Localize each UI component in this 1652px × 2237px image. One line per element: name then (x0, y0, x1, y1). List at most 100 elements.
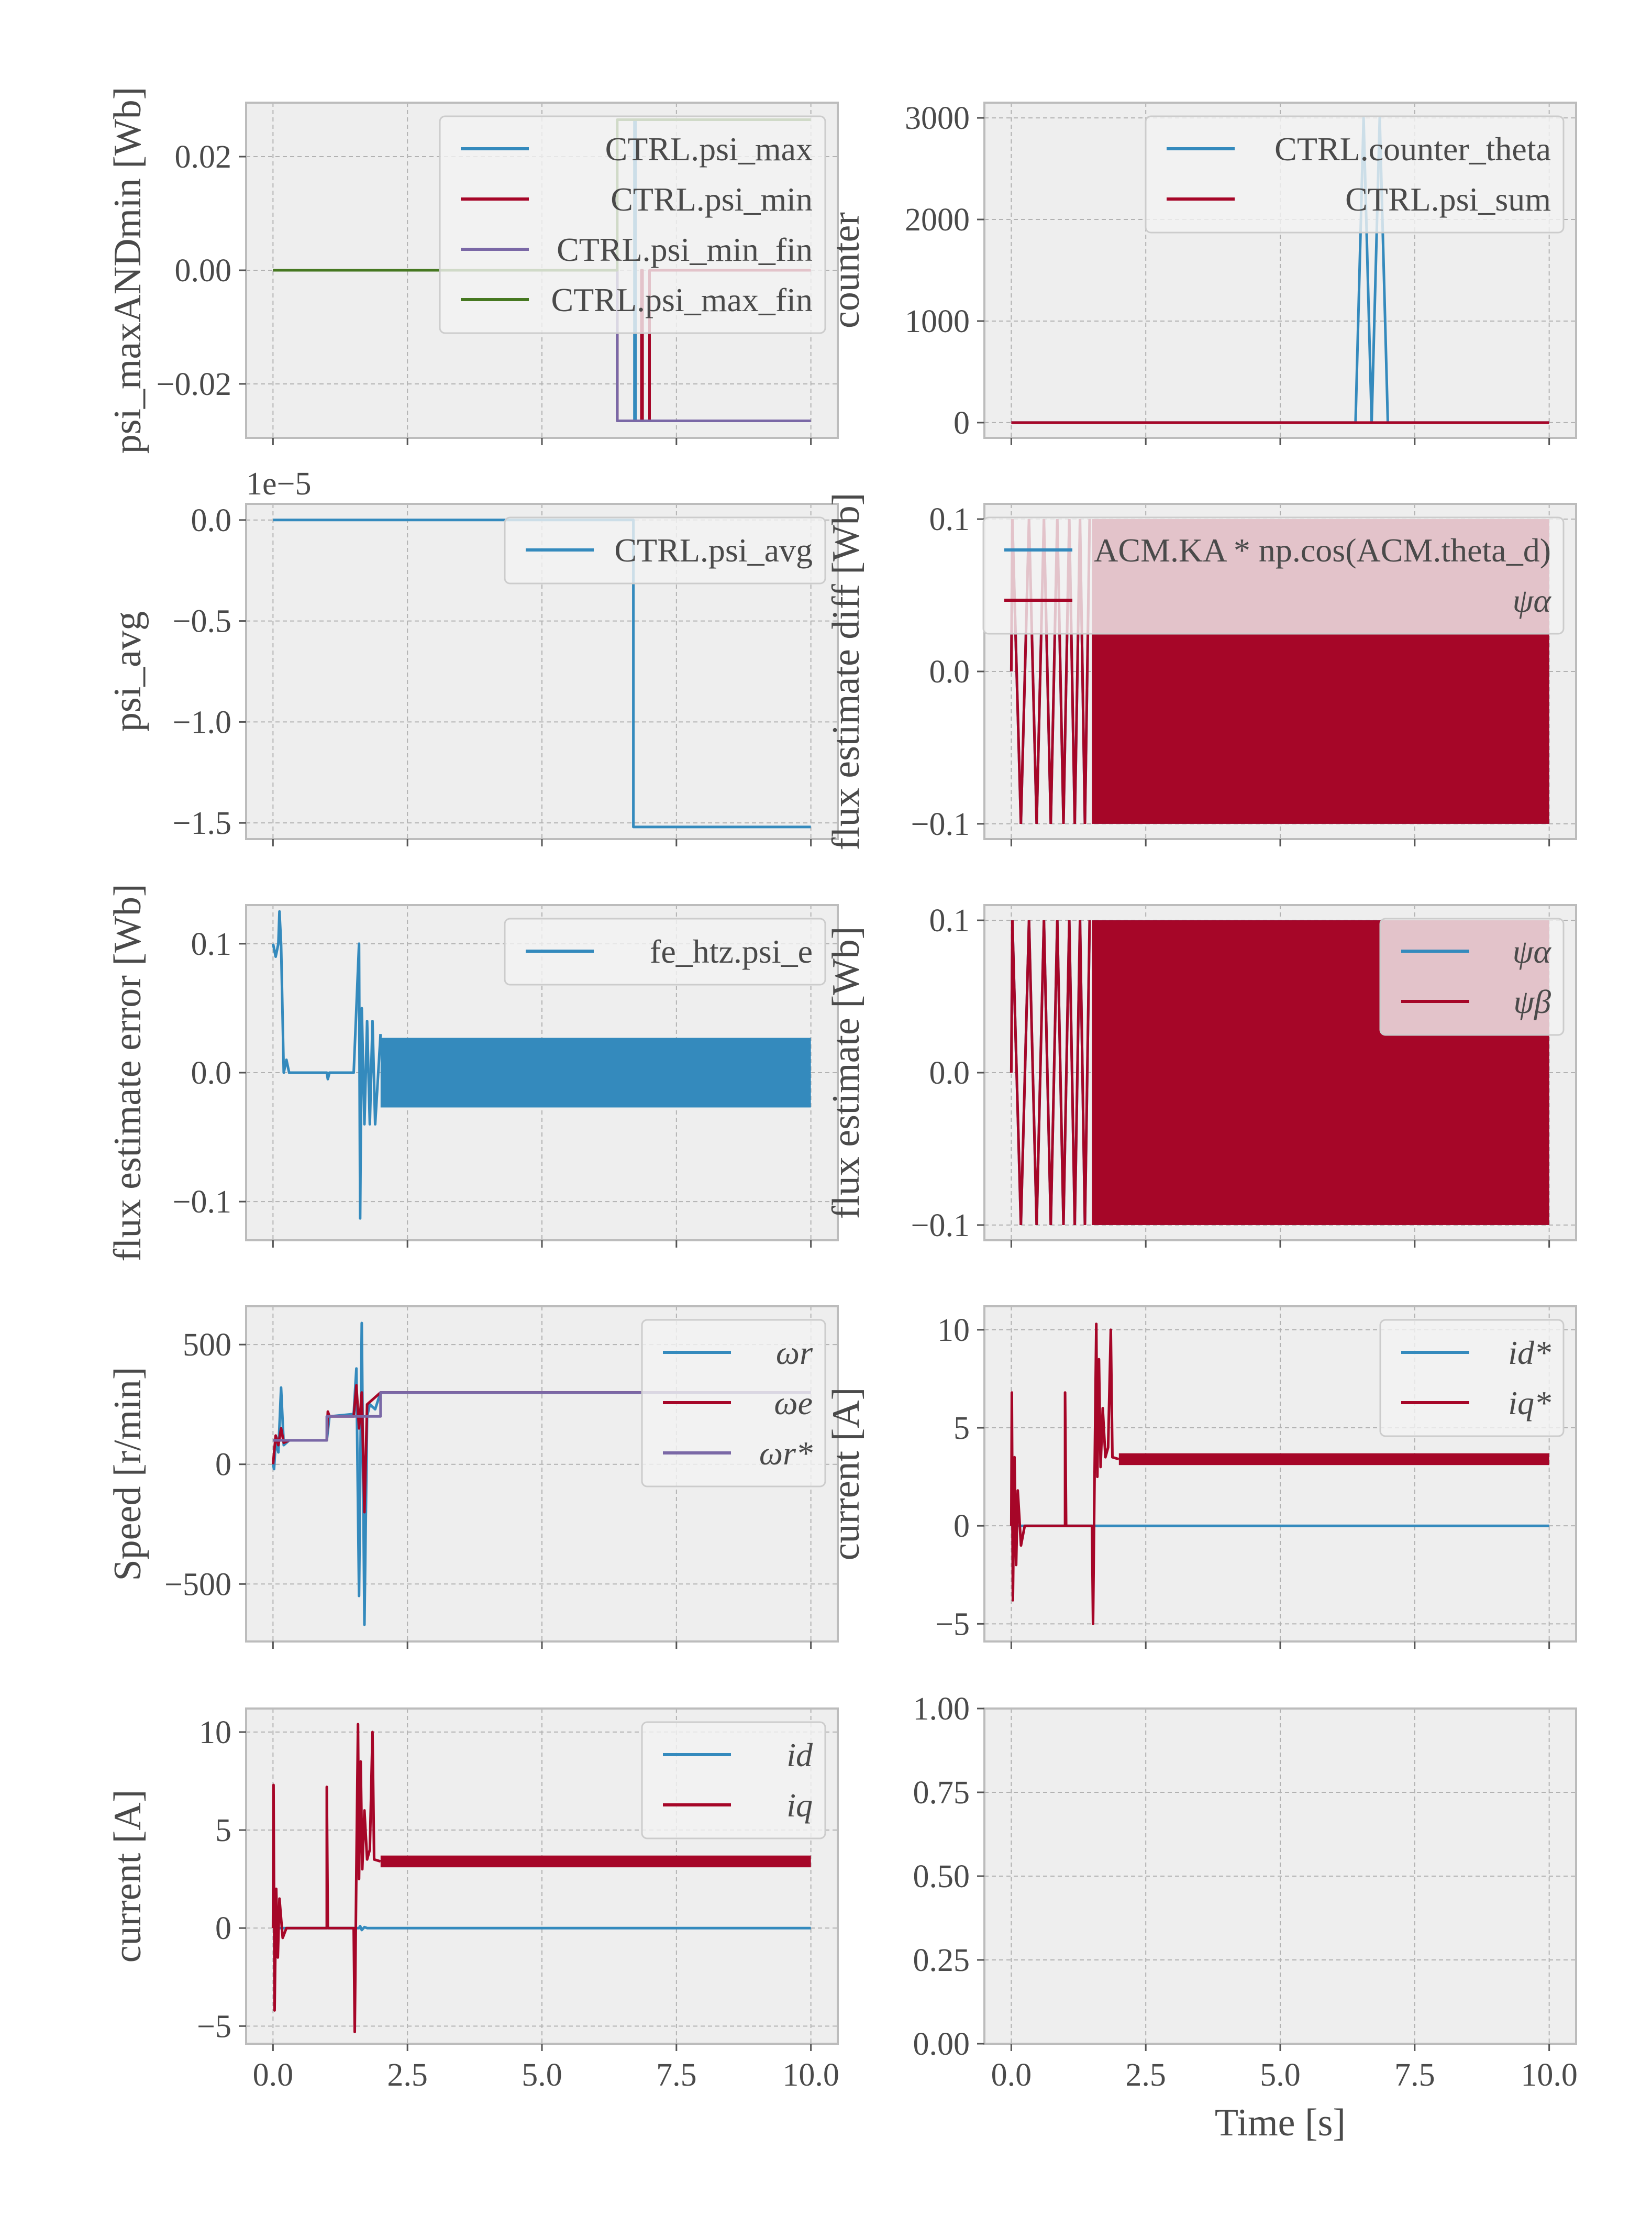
legend-label: CTRL.psi_max (605, 130, 813, 168)
y-tick-label: −500 (164, 1567, 231, 1602)
x-tick-label: 0.0 (991, 2057, 1032, 2093)
series-line (271, 1723, 381, 2033)
x-tick-label: 7.5 (1394, 2057, 1435, 2093)
legend-label: CTRL.counter_theta (1274, 130, 1551, 168)
panel-flux-diff: −0.1 0.0 0.1 flux estimate diff [Wb] ACM.KA … (825, 493, 1577, 851)
y-tick-label: −1.5 (173, 806, 231, 841)
plot-content (271, 1723, 811, 2033)
series-line (1010, 920, 1091, 1225)
legend-label: fe_htz.psi_e (650, 933, 813, 970)
y-axis-label: current [A] (106, 1790, 149, 1963)
y-tick-label: −0.1 (173, 1184, 231, 1220)
series-band (380, 1855, 811, 1868)
plot-content (1011, 116, 1549, 424)
y-axis-label: flux estimate error [Wb] (106, 884, 149, 1261)
panel-psi-maxmin: −0.02 0.00 0.02 psi_maxANDmin [Wb] CTRL.psi_… (106, 87, 839, 454)
x-tick-label: 10.0 (782, 2057, 839, 2093)
legend-label: ωr* (759, 1435, 813, 1472)
y-tick-label: −5 (197, 2009, 231, 2044)
y-tick-label: 0.0 (191, 503, 232, 538)
y-axis-label: counter (825, 212, 868, 328)
y-axis-label: current [A] (825, 1387, 868, 1561)
y-tick-label: 0.00 (175, 253, 232, 289)
legend-box (439, 115, 826, 334)
series-iq (271, 1723, 811, 2033)
panel-current-ref: −5 0 5 10 current [A] id* iq* (825, 1305, 1577, 1649)
series-iq* (1010, 1323, 1549, 1625)
legend: CTRL.psi_avg (504, 516, 826, 585)
legend-box (982, 516, 1565, 635)
legend-box (1145, 115, 1565, 234)
x-tick-label: 2.5 (1125, 2057, 1166, 2093)
y-tick-label: 10 (199, 1715, 231, 1750)
legend-box (504, 516, 826, 585)
y-tick-label: 3000 (905, 101, 970, 136)
panel-empty: 0.0 2.5 5.0 7.5 10.0 0.00 0.25 0.50 0.75 1.00 Time… (913, 1691, 1578, 2144)
x-axis-label: Time [s] (1215, 2101, 1346, 2144)
panel-speed: −500 0 500 Speed [r/min] ωr ωe ωr* (106, 1305, 839, 1649)
y-axis-label: Speed [r/min] (106, 1367, 149, 1581)
offset-label: 1e−5 (246, 466, 311, 502)
legend-label: ωr (776, 1334, 813, 1371)
legend-label: CTRL.psi_avg (614, 532, 813, 569)
panel-flux-ab: −0.1 0.0 0.1 flux estimate [Wb] ψα ψβ (825, 903, 1577, 1248)
y-tick-label: 0.1 (191, 927, 232, 962)
plot-content (271, 1321, 811, 1626)
series-line (1010, 1323, 1119, 1625)
series-line (273, 1924, 811, 1932)
x-tick-label: 2.5 (387, 2057, 428, 2093)
legend: ωr ωe ωr* (641, 1319, 826, 1487)
y-tick-label: 0.1 (929, 502, 970, 537)
legend-label: CTRL.psi_min (611, 181, 813, 218)
y-tick-label: 0.0 (191, 1055, 232, 1091)
x-tick-label: 10.0 (1521, 2057, 1578, 2093)
legend-box (504, 918, 826, 986)
legend-label: iq* (1508, 1384, 1551, 1421)
legend-box (1379, 1319, 1565, 1437)
y-tick-label: 0 (215, 1447, 231, 1483)
plot-content (1010, 1323, 1549, 1625)
legend: id iq (641, 1721, 826, 1839)
y-tick-label: −0.5 (173, 604, 231, 640)
y-axis-label: flux estimate [Wb] (825, 927, 868, 1219)
y-tick-label: −1.0 (173, 704, 231, 740)
legend-label: id (786, 1736, 813, 1773)
y-tick-label: −0.1 (911, 1208, 970, 1243)
y-tick-label: 0 (953, 405, 970, 441)
y-tick-label: 5 (215, 1813, 231, 1848)
legend-label: ωe (774, 1384, 813, 1421)
legend-label: CTRL.psi_sum (1345, 181, 1551, 218)
y-tick-label: 2000 (905, 202, 970, 238)
legend-label: ψα (1513, 933, 1552, 970)
series-line (273, 519, 811, 829)
legend-label: iq (786, 1787, 813, 1824)
y-tick-label: 10 (937, 1313, 970, 1348)
legend-box (641, 1319, 826, 1487)
y-axis-label: psi_avg (106, 611, 149, 732)
y-tick-label: 1000 (905, 304, 970, 339)
plot-content (273, 519, 811, 829)
legend-box (1379, 918, 1565, 1036)
series-line (273, 1391, 811, 1442)
y-tick-label: 0.00 (913, 2026, 970, 2062)
y-axis-label: flux estimate diff [Wb] (825, 493, 868, 851)
y-tick-label: 0.50 (913, 1859, 970, 1894)
x-tick-label: 7.5 (656, 2057, 697, 2093)
legend: CTRL.counter_theta CTRL.psi_sum (1145, 115, 1565, 234)
legend-label: ACM.KA * np.cos(ACM.theta_d) (1094, 532, 1551, 569)
y-tick-label: 0.0 (929, 1055, 970, 1091)
series-band (380, 1038, 811, 1108)
y-tick-label: 0.0 (929, 654, 970, 690)
y-tick-label: 0.1 (929, 903, 970, 939)
y-tick-label: 0.25 (913, 1943, 970, 1978)
y-tick-label: −0.1 (911, 807, 970, 842)
series-id (273, 1924, 811, 1932)
legend: ψα ψβ (1379, 918, 1565, 1036)
y-tick-label: 1.00 (913, 1691, 970, 1727)
panel-psi-avg: −1.5 −1.0 −0.5 0.0 1e−5 psi_avg CTRL.psi_avg (106, 466, 839, 846)
legend-label: ψβ (1513, 983, 1551, 1020)
y-tick-label: 0 (215, 1911, 231, 1946)
x-tick-label: 0.0 (253, 2057, 294, 2093)
legend: fe_htz.psi_e (504, 918, 826, 986)
